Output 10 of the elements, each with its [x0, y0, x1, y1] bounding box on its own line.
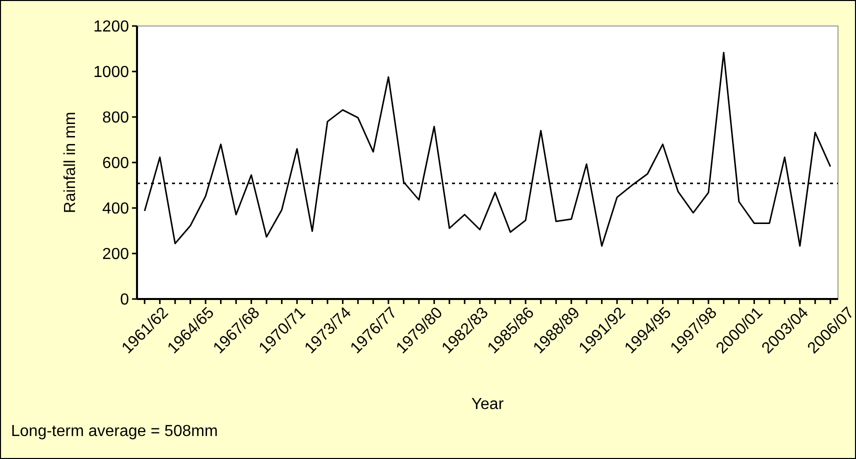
y-tick-label: 1200: [93, 18, 130, 36]
text: Long-term average = 508mm: [11, 423, 218, 440]
y-tick-label: 0: [120, 292, 130, 309]
y-tick-label: 400: [102, 200, 130, 218]
y-axis-title: Rainfall in mm: [62, 112, 79, 214]
y-tick-label: 800: [102, 110, 130, 127]
y-tick-label: 200: [102, 246, 130, 264]
y-tick-label: 600: [102, 155, 130, 172]
x-axis-title: Year: [471, 396, 504, 413]
y-tick-label: 1000: [93, 64, 130, 82]
